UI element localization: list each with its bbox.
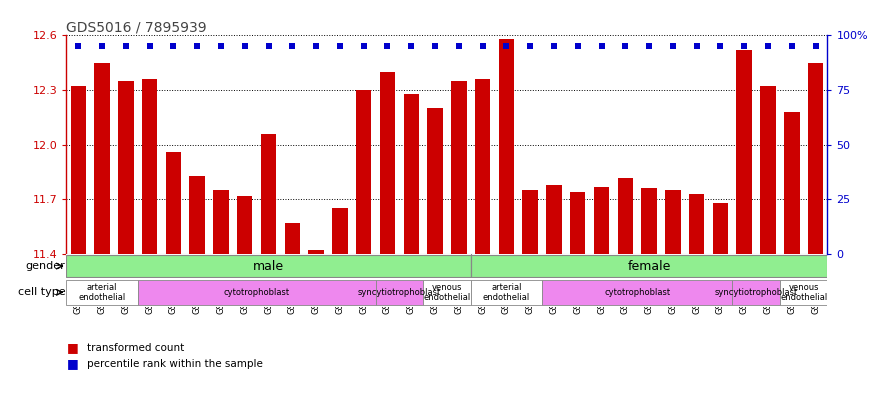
Bar xyxy=(142,79,158,254)
Text: transformed count: transformed count xyxy=(87,343,184,353)
Text: arterial
endothelial: arterial endothelial xyxy=(482,283,530,302)
Bar xyxy=(189,176,205,254)
Bar xyxy=(423,279,471,305)
Bar xyxy=(471,255,827,277)
Bar xyxy=(356,90,372,254)
Text: female: female xyxy=(627,260,671,273)
Bar xyxy=(213,190,228,254)
Bar xyxy=(165,152,181,254)
Bar xyxy=(594,187,609,254)
Bar xyxy=(736,50,752,254)
Bar xyxy=(66,279,138,305)
Bar xyxy=(380,72,396,254)
Bar xyxy=(71,86,86,254)
Bar xyxy=(689,194,704,254)
Bar xyxy=(285,223,300,254)
Bar xyxy=(375,279,423,305)
Text: GDS5016 / 7895939: GDS5016 / 7895939 xyxy=(66,20,207,34)
Bar xyxy=(546,185,562,254)
Text: syncytiotrophoblast: syncytiotrophoblast xyxy=(358,288,441,297)
Bar xyxy=(522,190,538,254)
Bar xyxy=(542,279,733,305)
Bar xyxy=(471,279,542,305)
Bar xyxy=(261,134,276,254)
Text: arterial
endothelial: arterial endothelial xyxy=(79,283,126,302)
Bar xyxy=(427,108,442,254)
Bar xyxy=(712,203,728,254)
Bar xyxy=(808,63,823,254)
Bar xyxy=(760,86,776,254)
Bar xyxy=(451,81,466,254)
Text: gender: gender xyxy=(26,261,65,271)
Text: venous
endothelial: venous endothelial xyxy=(423,283,471,302)
Bar xyxy=(733,279,780,305)
Bar xyxy=(642,189,657,254)
Bar xyxy=(138,279,375,305)
Bar xyxy=(618,178,633,254)
Text: ■: ■ xyxy=(66,341,78,354)
Bar xyxy=(237,196,252,254)
Bar xyxy=(308,250,324,254)
Text: ■: ■ xyxy=(66,357,78,370)
Text: cytotrophoblast: cytotrophoblast xyxy=(604,288,670,297)
Text: syncytiotrophoblast: syncytiotrophoblast xyxy=(714,288,797,297)
Text: male: male xyxy=(253,260,284,273)
Bar xyxy=(475,79,490,254)
Bar xyxy=(498,39,514,254)
Text: venous
endothelial: venous endothelial xyxy=(780,283,827,302)
Text: cytotrophoblast: cytotrophoblast xyxy=(224,288,289,297)
Bar xyxy=(784,112,799,254)
Text: percentile rank within the sample: percentile rank within the sample xyxy=(87,358,263,369)
Bar xyxy=(118,81,134,254)
Bar xyxy=(780,279,827,305)
Text: cell type: cell type xyxy=(18,287,65,298)
Bar xyxy=(570,192,586,254)
Bar xyxy=(95,63,110,254)
Bar xyxy=(332,209,348,254)
Bar xyxy=(404,94,419,254)
Bar xyxy=(66,255,471,277)
Bar xyxy=(666,190,681,254)
